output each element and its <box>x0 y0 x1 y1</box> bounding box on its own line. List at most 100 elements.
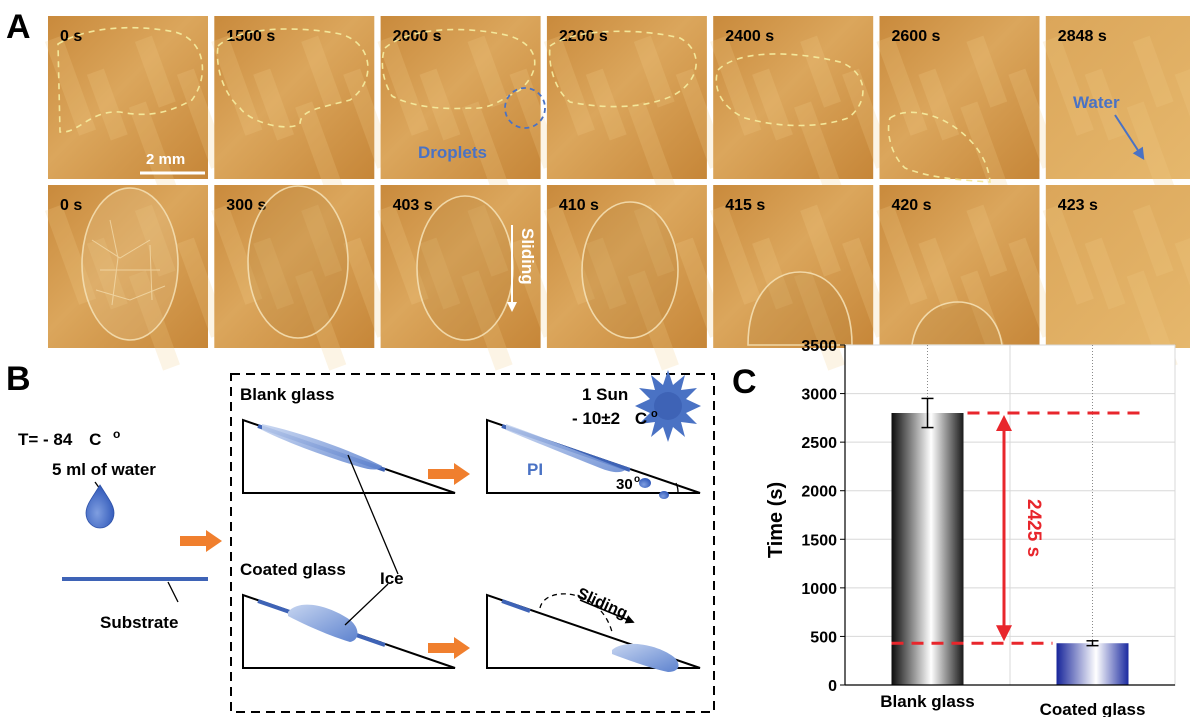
photo-grid: 0 s 1500 s 2000 s 2200 s 2400 s 2600 s 2848 s 0… <box>44 16 1190 371</box>
top-row-overlays <box>57 26 991 183</box>
coated-glass-title: Coated glass <box>240 560 346 579</box>
sliding-direction-arrow <box>579 599 635 624</box>
x-tick-label: Blank glass <box>880 692 975 711</box>
photo-tile <box>713 16 874 179</box>
difference-arrow-head-up <box>996 415 1012 431</box>
photo-texture <box>633 204 675 277</box>
difference-label: 2425 s <box>1023 499 1044 557</box>
photo-texture <box>1042 35 1094 136</box>
photo-texture <box>1174 68 1190 169</box>
sliding-annotation-a: Sliding <box>518 228 537 285</box>
photo-tile <box>48 16 208 179</box>
photo-texture <box>876 35 928 136</box>
photo-texture <box>1084 237 1126 310</box>
photo-texture <box>134 204 176 277</box>
water-arrow <box>1114 114 1145 161</box>
sun-icon <box>635 370 701 442</box>
photo-texture <box>800 204 841 277</box>
y-tick-label: 2500 <box>801 435 837 452</box>
scale-bar-label: 2 mm <box>146 151 185 168</box>
photo-tile <box>879 16 1040 179</box>
panel-b-label: B <box>6 360 31 398</box>
droplet-outline-410s <box>581 201 679 339</box>
time-label: 423 s <box>1058 197 1098 214</box>
photo-texture <box>794 101 846 202</box>
droplet-small-1 <box>639 478 651 488</box>
y-tick-label: 3000 <box>801 387 837 404</box>
photo-texture <box>377 35 429 136</box>
bar-coated-glass <box>1056 643 1129 685</box>
ice-outline-2600s <box>887 111 991 183</box>
photo-texture <box>253 68 295 141</box>
time-label: 2848 s <box>1058 28 1107 45</box>
time-label: 2600 s <box>892 28 941 45</box>
photo-texture <box>253 237 295 310</box>
photo-texture <box>543 35 595 136</box>
panel-c-label: C <box>732 363 757 401</box>
photo-texture <box>419 68 461 141</box>
x-tick-label: Coated glass <box>1040 700 1146 717</box>
time-label: 300 s <box>226 197 266 214</box>
photo-texture <box>960 101 1012 202</box>
time-label: 0 s <box>60 197 82 214</box>
y-axis-label: Time (s) <box>765 482 787 558</box>
angle-arc <box>675 482 679 494</box>
droplet-outline-415s <box>747 271 853 346</box>
photo-texture <box>128 101 180 202</box>
panel-c: C Time (s) 0 500 1000 1500 2000 2500 3000 3500 B… <box>732 338 1176 717</box>
photo-texture <box>752 237 793 310</box>
ice-outline-2200s <box>548 30 697 108</box>
photo-texture <box>585 237 627 310</box>
photo-texture <box>710 35 762 136</box>
ice-outline-0s <box>57 26 204 133</box>
ice-label: Ice <box>380 569 404 588</box>
angle-degree-mark: o <box>634 474 640 485</box>
y-tick-label: 1500 <box>801 532 837 549</box>
crack-lines <box>91 219 166 306</box>
photo-tile <box>380 16 541 179</box>
time-label: 410 s <box>559 197 599 214</box>
pi-label: PI <box>527 460 543 479</box>
bar-blank-glass <box>891 413 964 685</box>
difference-arrow-head-down <box>996 625 1012 642</box>
photo-tile <box>879 185 1040 348</box>
water-annotation: Water <box>1073 93 1120 112</box>
photo-texture <box>461 270 513 371</box>
experiment-box <box>230 373 715 713</box>
droplet-circle <box>504 87 546 129</box>
time-label: 420 s <box>892 197 932 214</box>
photo-texture <box>1042 204 1094 305</box>
photo-texture <box>918 237 960 310</box>
panel-a: A 0 s 1500 s 2000 s 2200 s 2400 s 2600 s 2848 … <box>6 8 1190 371</box>
ice-pointer-2 <box>344 583 389 626</box>
temperature-label: T= - 84 C <box>18 430 101 449</box>
photo-texture <box>295 270 347 371</box>
photo-texture <box>419 237 461 310</box>
photo-texture <box>467 204 509 277</box>
substrate-pointer <box>167 581 179 603</box>
droplet-outline-420s <box>911 301 1003 346</box>
photo-texture <box>44 35 97 136</box>
sun-temperature-label: - 10±2 C <box>572 409 647 428</box>
ice-layer-blank <box>262 424 382 470</box>
photo-tile <box>48 185 208 348</box>
photo-texture <box>467 35 509 108</box>
y-tick-label: 500 <box>810 629 837 646</box>
photo-texture <box>633 35 675 108</box>
chart-difference-annotation: 2425 s <box>891 411 1143 645</box>
photo-texture <box>301 204 343 277</box>
photo-texture <box>461 101 513 202</box>
photo-texture <box>211 35 263 136</box>
photo-tile <box>380 185 541 348</box>
photo-tile <box>546 185 707 348</box>
droplet-outline-300s <box>247 185 349 339</box>
blank-glass-title: Blank glass <box>240 385 335 404</box>
ice-sliding-coated <box>612 643 679 672</box>
sun-intensity-label: 1 Sun <box>582 385 628 404</box>
orange-arrow-1 <box>180 530 222 552</box>
photo-texture <box>1084 68 1126 141</box>
droplet-outline-403s <box>416 195 514 341</box>
time-label: 2000 s <box>393 28 442 45</box>
photo-texture <box>800 35 841 108</box>
